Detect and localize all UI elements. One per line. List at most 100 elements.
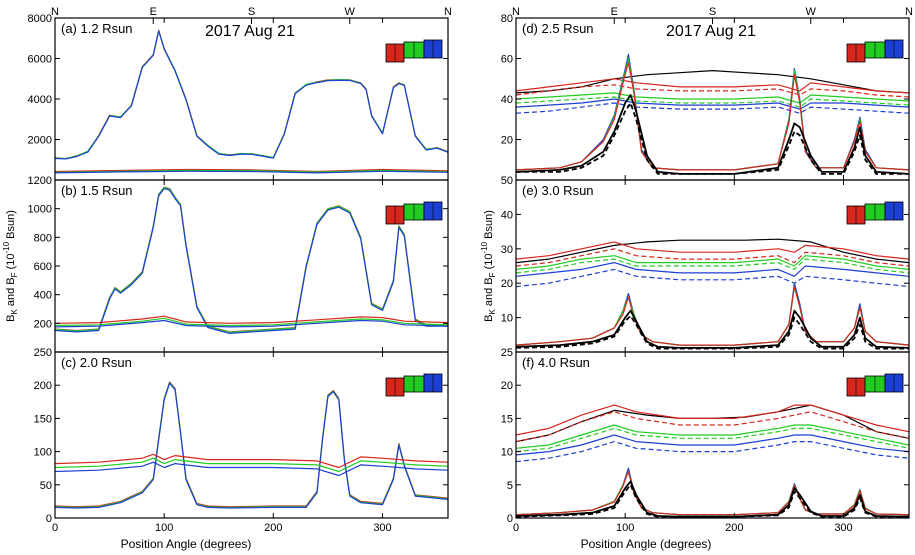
y-tick-label: 10: [501, 447, 513, 459]
x-axis-label-right: Position Angle (degrees): [581, 537, 712, 551]
y-tick-label: 600: [34, 261, 52, 273]
date-title: 2017 Aug 21: [666, 23, 756, 40]
panel-b: 200 400 600 800 1000 1200 (b) 1.5 Rsun: [28, 175, 449, 353]
direction-label: E: [150, 6, 157, 18]
series-line-e-11: [516, 314, 909, 350]
direction-label: N: [51, 6, 59, 18]
series-line-e-2: [516, 248, 909, 267]
color-legend: [846, 39, 904, 63]
y-tick-label: 4000: [28, 94, 52, 106]
plot-frame: [515, 351, 910, 519]
y-tick-label: 200: [34, 318, 52, 330]
series-line-c-5: [55, 461, 448, 477]
x-axis-label-left: Position Angle (degrees): [121, 537, 252, 551]
panel-label: (b) 1.5 Rsun: [61, 183, 133, 198]
series-group: [55, 381, 448, 509]
date-title: 2017 Aug 21: [205, 23, 295, 40]
color-legend: [385, 373, 443, 397]
series-line-f-6: [516, 441, 909, 463]
y-tick-label: 20: [501, 380, 513, 392]
series-group: [55, 29, 448, 174]
x-tick-label: 300: [373, 522, 391, 534]
series-line-e-7: [516, 282, 909, 346]
y-tick-label: 6000: [28, 54, 52, 66]
y-tick-label: 10: [501, 313, 513, 325]
y-tick-label: 100: [34, 447, 52, 459]
series-line-e-6: [516, 268, 909, 288]
series-line-d-0: [516, 69, 909, 94]
series-line-b-5: [55, 319, 448, 328]
color-legend: [385, 201, 443, 225]
series-line-f-3: [516, 424, 909, 449]
series-line-b-4: [55, 317, 448, 327]
y-tick-label: 30: [501, 244, 513, 256]
y-tick-label: 50: [501, 175, 513, 187]
series-line-d-2: [516, 84, 909, 98]
y-tick-label: 1000: [28, 204, 52, 216]
panel-label: (a) 1.2 Rsun: [61, 21, 133, 36]
series-line-b-3: [55, 315, 448, 324]
series-line-f-1: [516, 404, 909, 436]
series-line-f-9: [516, 470, 909, 516]
y-axis-label-right: BK and BF (10-10 Bsun): [480, 210, 497, 322]
y-tick-label: 60: [501, 54, 513, 66]
y-axis-label-left: BK and BF (10-10 Bsun): [2, 210, 19, 322]
series-line-d-3: [516, 92, 909, 104]
x-tick-label: 0: [52, 522, 58, 534]
y-tick-label: 8000: [28, 13, 52, 25]
series-line-e-10: [516, 309, 909, 349]
y-tick-label: 150: [34, 413, 52, 425]
y-tick-label: 15: [501, 413, 513, 425]
y-tick-label: 800: [34, 232, 52, 244]
series-group: [55, 186, 448, 334]
series-line-e-9: [516, 286, 909, 346]
series-line-d-11: [516, 102, 909, 175]
color-legend: [385, 39, 443, 63]
series-group: [516, 404, 909, 518]
x-tick-label: 0: [513, 522, 519, 534]
series-line-a-2: [55, 30, 448, 160]
series-line-d-10: [516, 94, 909, 175]
x-tick-label: 200: [725, 522, 743, 534]
series-line-b-2: [55, 188, 448, 334]
series-line-c-3: [55, 453, 448, 469]
series-line-c-2: [55, 382, 448, 509]
direction-label: N: [512, 6, 520, 18]
series-line-d-5: [516, 98, 909, 110]
y-tick-label: 20: [501, 135, 513, 147]
series-line-f-5: [516, 434, 909, 456]
y-tick-label: 40: [501, 209, 513, 221]
y-tick-label: 250: [34, 347, 52, 359]
direction-label: S: [709, 6, 716, 18]
series-line-e-4: [516, 258, 909, 274]
series-line-e-1: [516, 241, 909, 260]
series-line-c-4: [55, 457, 448, 473]
direction-label: E: [611, 6, 618, 18]
direction-label: N: [444, 6, 452, 18]
series-line-f-2: [516, 411, 909, 443]
x-tick-label: 300: [834, 522, 852, 534]
direction-label: N: [905, 6, 913, 18]
series-line-f-11: [516, 483, 909, 518]
plot-frame: [54, 17, 449, 181]
direction-label: W: [806, 6, 817, 18]
y-tick-label: 50: [40, 480, 52, 492]
y-tick-label: 400: [34, 290, 52, 302]
y-tick-label: 20: [501, 278, 513, 290]
color-legend: [846, 373, 904, 397]
series-line-e-5: [516, 262, 909, 277]
y-tick-label: 1200: [28, 175, 52, 187]
x-tick-label: 100: [155, 522, 173, 534]
y-tick-label: 0: [507, 513, 513, 525]
y-tick-label: 200: [34, 380, 52, 392]
y-tick-label: 40: [501, 94, 513, 106]
panel-label: (d) 2.5 Rsun: [522, 21, 594, 36]
series-line-d-9: [516, 61, 909, 171]
series-group: [516, 238, 909, 350]
direction-label: W: [345, 6, 356, 18]
panel-label: (c) 2.0 Rsun: [61, 355, 132, 370]
series-line-f-4: [516, 427, 909, 453]
